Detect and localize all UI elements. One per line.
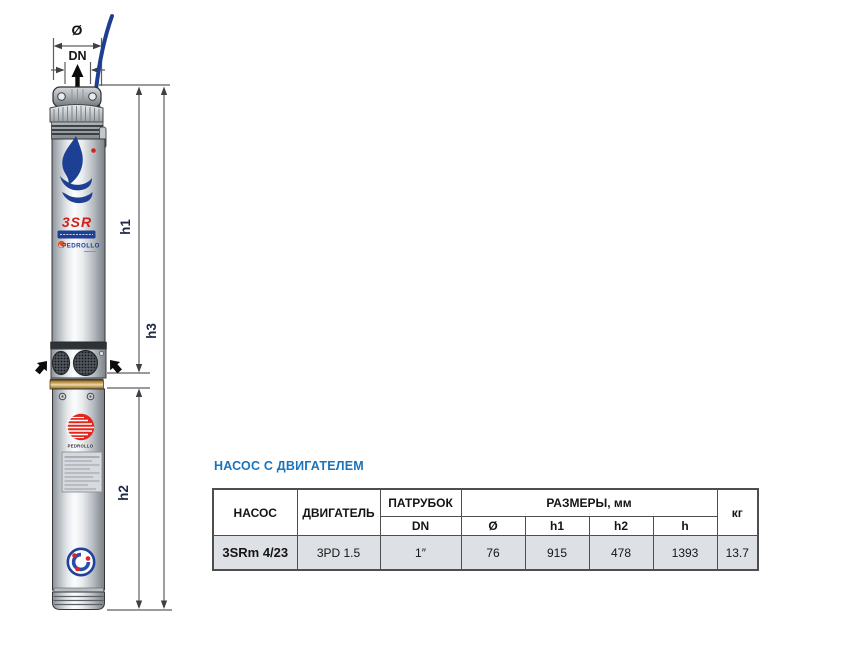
col-header-port: ПАТРУБОК <box>379 488 462 517</box>
cap-bolt-hole <box>57 92 66 101</box>
red-sun-logo-icon <box>66 413 95 441</box>
spec-table-wrap: НАСОС ДВИГАТЕЛЬ ПАТРУБОК РАЗМЕРЫ, мм кг … <box>212 488 759 571</box>
suction-strainer <box>50 348 107 379</box>
round-emblem-icon <box>66 547 96 577</box>
dn-label: DN <box>68 49 86 63</box>
brand-text: PEDROLLO <box>62 243 100 250</box>
motor-data-plate <box>61 451 103 493</box>
dn-extension-lines <box>64 62 92 84</box>
junction-tick-lines <box>107 372 150 389</box>
col-header-sizes: РАЗМЕРЫ, мм <box>460 488 718 517</box>
motor-brand-text: PEDROLLO <box>68 444 94 449</box>
cell-h1: 915 <box>524 535 590 571</box>
h1-label: h1 <box>118 219 133 235</box>
pump-body: 3SR PEDROLLO <box>51 136 106 343</box>
bottom-cap <box>52 587 105 610</box>
brass-coupling-ring <box>49 378 104 390</box>
cell-dn: 1″ <box>379 535 462 571</box>
pump-dimension-diagram: Ø DN h1 h2 h3 <box>32 14 172 611</box>
motor-body: PEDROLLO <box>52 388 105 610</box>
cap-bolt-hole <box>88 92 97 101</box>
power-cable-icon <box>94 14 114 92</box>
strainer-mesh-right <box>72 349 99 377</box>
h2-label: h2 <box>116 485 131 501</box>
cell-kg: 13.7 <box>716 535 759 571</box>
spec-table: НАСОС ДВИГАТЕЛЬ ПАТРУБОК РАЗМЕРЫ, мм кг … <box>212 488 759 571</box>
cell-pump-model: 3SRm 4/23 <box>212 535 298 571</box>
strainer-mesh-left <box>51 350 71 376</box>
col-header-motor: ДВИГАТЕЛЬ <box>296 488 381 536</box>
brand-wordmark: PEDROLLO <box>57 240 100 252</box>
col-header-h: h <box>652 516 718 536</box>
separator-band <box>50 341 107 350</box>
cell-diameter: 76 <box>460 535 526 571</box>
series-text: 3SR <box>62 214 92 230</box>
submersible-label-box <box>57 230 96 239</box>
pump-unit: 3SR PEDROLLO <box>32 14 125 610</box>
intake-arrow-left-icon <box>32 356 52 377</box>
dimension-lines <box>51 38 172 611</box>
pump-collar <box>49 104 104 123</box>
col-header-h2: h2 <box>588 516 654 536</box>
h3-label: h3 <box>144 323 159 339</box>
cell-motor: 3PD 1.5 <box>296 535 381 571</box>
cell-h: 1393 <box>652 535 718 571</box>
col-header-diameter: Ø <box>460 516 526 536</box>
col-header-h1: h1 <box>524 516 590 536</box>
col-header-pump: НАСОС <box>212 488 298 536</box>
logo-red-dot <box>91 148 96 153</box>
table-title: НАСОС С ДВИГАТЕЛЕМ <box>214 459 364 473</box>
neck-band <box>51 121 104 140</box>
col-header-dn: DN <box>379 516 462 536</box>
cell-h2: 478 <box>588 535 654 571</box>
flame-logo-icon <box>60 136 96 204</box>
col-header-kg: кг <box>716 488 759 536</box>
table-row: 3SRm 4/23 3PD 1.5 1″ 76 915 478 1393 13.… <box>212 535 759 571</box>
discharge-cap <box>52 86 102 108</box>
discharge-up-arrow-icon <box>71 64 84 89</box>
diameter-label: Ø <box>72 22 83 38</box>
